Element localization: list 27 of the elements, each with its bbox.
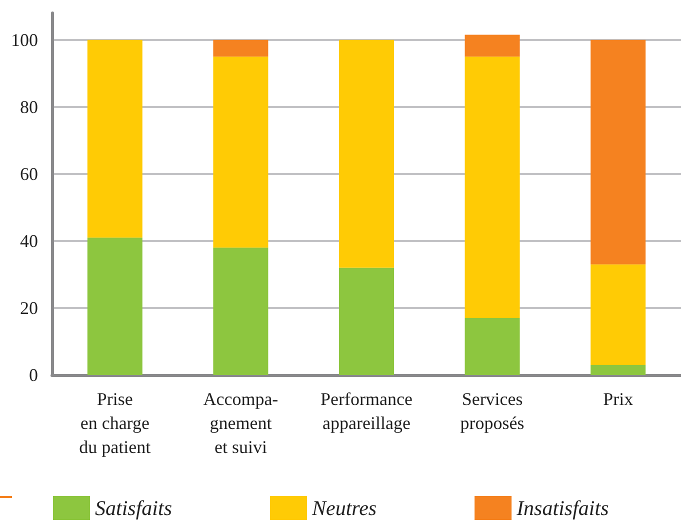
bar: [590, 40, 646, 264]
bar: [590, 264, 646, 365]
legend-label: Neutres: [311, 496, 377, 520]
y-tick-label: 40: [20, 230, 38, 251]
x-tick-label: Performance appareillage: [320, 389, 412, 433]
legend-label: Insatisfaits: [516, 496, 609, 520]
bar: [213, 40, 268, 57]
bar: [464, 318, 520, 375]
bar: [87, 238, 142, 375]
x-tick-label: Accompa- gnement et suivi: [203, 389, 278, 457]
x-tick-label: Prise en charge du patient: [79, 389, 151, 457]
y-tick-label: 20: [20, 298, 38, 318]
bar: [339, 268, 394, 375]
y-tick-label: 60: [20, 164, 38, 184]
bar: [590, 364, 646, 375]
bar: [339, 40, 394, 268]
x-tick-label: Services proposés: [460, 389, 524, 433]
bar: [464, 56, 520, 318]
x-tick-label: Prix: [603, 389, 634, 409]
y-tick-label: 80: [20, 96, 38, 117]
y-tick-label: 0: [29, 365, 38, 385]
legend-label: Satisfaits: [95, 496, 172, 520]
bar: [464, 34, 520, 57]
bar: [213, 248, 268, 375]
bar: [87, 40, 142, 238]
bar: [213, 56, 268, 248]
y-tick-label: 100: [11, 30, 38, 50]
